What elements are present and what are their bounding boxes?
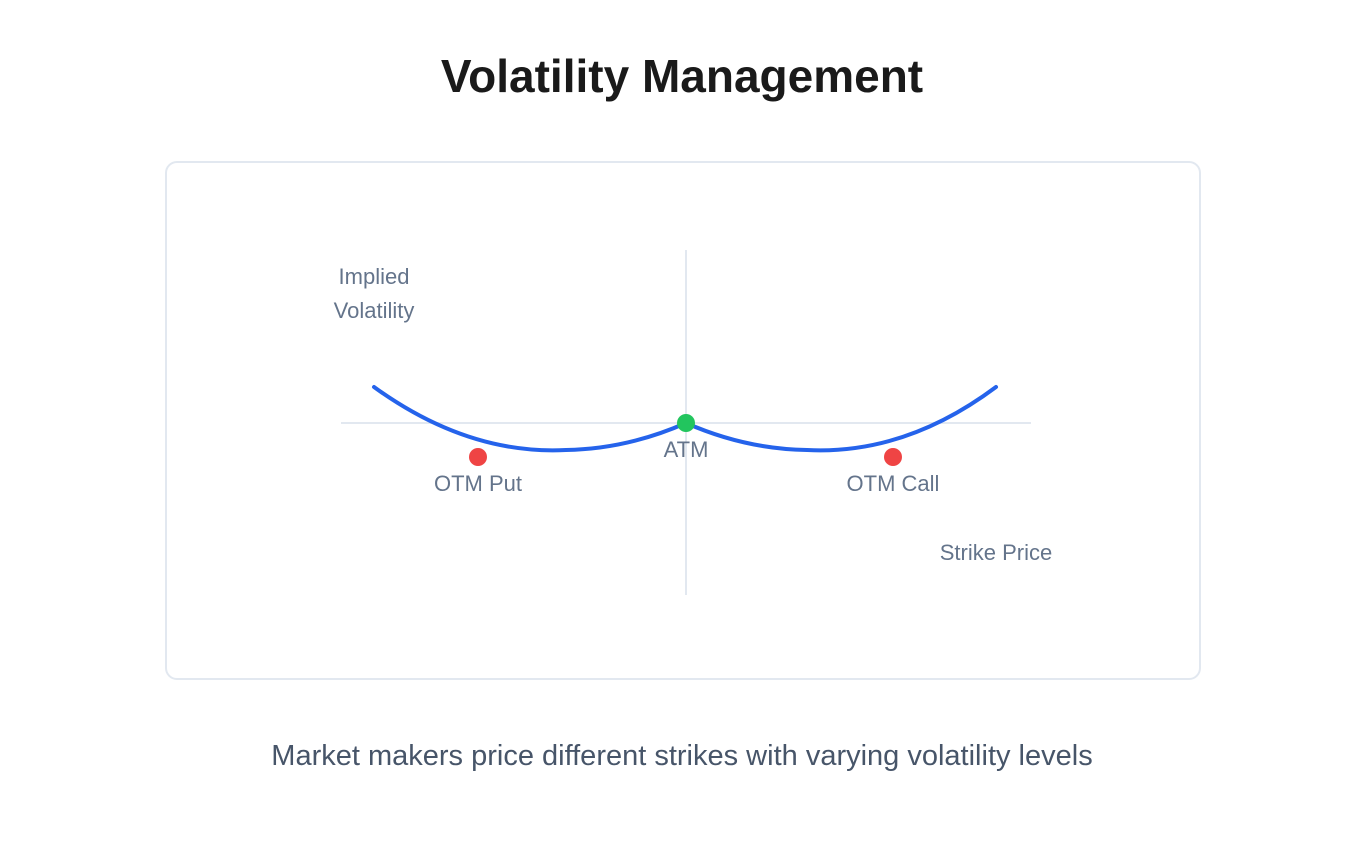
otm-call-label: OTM Call: [847, 471, 940, 496]
volatility-smile-diagram: Implied Volatility Strike Price OTM Put …: [334, 250, 1052, 595]
atm-label: ATM: [664, 437, 709, 462]
atm-point: [677, 414, 695, 432]
otm-call-point: [884, 448, 902, 466]
x-axis-label: Strike Price: [940, 540, 1052, 565]
otm-put-point: [469, 448, 487, 466]
diagram-card: Implied Volatility Strike Price OTM Put …: [165, 161, 1201, 680]
y-axis-label-line1: Implied: [339, 264, 410, 289]
y-axis-label-line2: Volatility: [334, 298, 415, 323]
caption: Market makers price different strikes wi…: [271, 740, 1093, 772]
page-title: Volatility Management: [440, 50, 924, 102]
otm-put-label: OTM Put: [434, 471, 522, 496]
